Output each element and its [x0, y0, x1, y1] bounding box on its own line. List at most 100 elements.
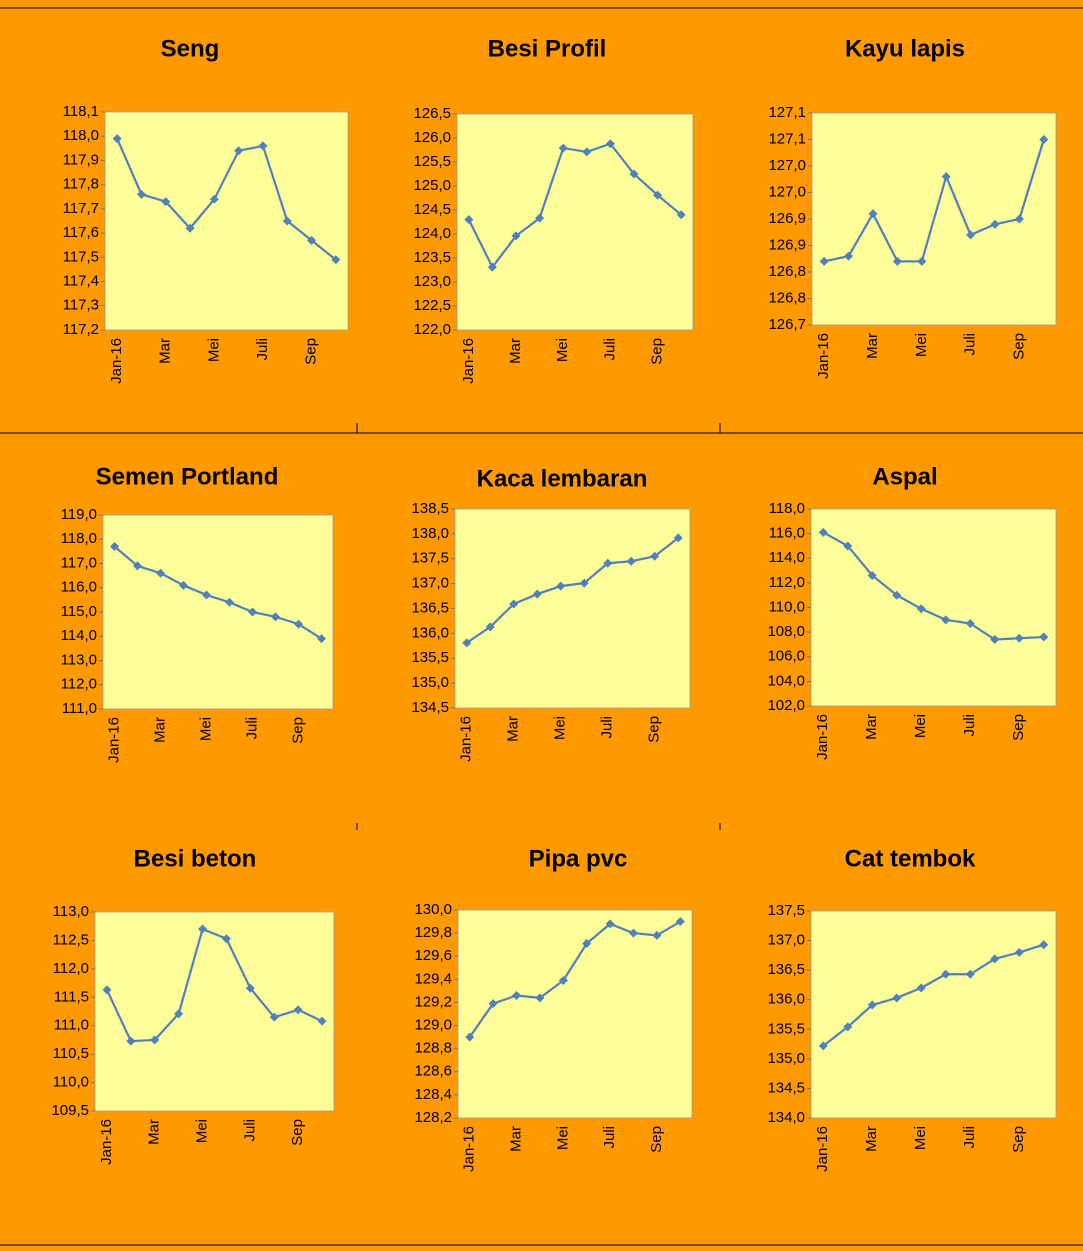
y-tick-label: 135,0: [411, 674, 449, 691]
x-tick-label: Sep: [1010, 333, 1027, 360]
x-tick-label: Jan-16: [814, 714, 831, 760]
data-line: [105, 927, 323, 1043]
y-tick-label: 112,5: [53, 931, 89, 948]
data-point: [248, 607, 257, 617]
x-tick-label: Juli: [601, 338, 618, 361]
y-tick-label: 136,0: [767, 991, 805, 1008]
y-tick-label: 119,0: [61, 506, 97, 523]
chart-title: Besi Profil: [488, 35, 607, 62]
y-tick-label: 137,0: [411, 575, 449, 592]
y-tick-label: 134,0: [767, 1109, 805, 1126]
x-tick-label: Mar: [863, 1126, 880, 1152]
data-line: [116, 138, 337, 261]
data-point: [317, 634, 326, 644]
data-point: [156, 568, 165, 578]
y-tick-label: 117,3: [63, 297, 99, 314]
data-point: [892, 590, 902, 600]
x-tick-label: Sep: [1010, 1126, 1027, 1153]
data-point: [844, 251, 854, 261]
data-point: [331, 255, 341, 265]
data-point: [462, 638, 472, 648]
y-tick-label: 127,0: [768, 157, 806, 174]
data-point: [941, 969, 951, 979]
data-point: [917, 256, 927, 266]
y-tick-label: 118,0: [61, 530, 97, 547]
data-point: [174, 1009, 184, 1019]
data-point: [675, 917, 685, 927]
data-point: [941, 615, 951, 625]
y-tick-label: 127,1: [768, 130, 806, 147]
data-point: [990, 219, 1000, 229]
y-tick-label: 128,6: [414, 1063, 452, 1080]
x-tick-label: Mei: [205, 338, 222, 362]
y-tick-label: 117,0: [61, 554, 97, 571]
data-point: [652, 930, 662, 940]
data-point: [966, 230, 976, 240]
y-tick-label: 113,0: [61, 651, 97, 668]
y-tick-label: 110,0: [53, 1074, 89, 1091]
data-point: [1039, 135, 1049, 144]
data-point: [579, 578, 589, 588]
data-point: [294, 619, 303, 629]
plot-area: [454, 508, 691, 709]
data-point: [819, 256, 829, 266]
y-tick-label: 136,5: [411, 599, 449, 616]
data-point: [179, 580, 188, 590]
data-point: [868, 209, 878, 219]
data-point: [209, 194, 219, 204]
data-point: [818, 1041, 828, 1051]
y-tick-label: 104,0: [767, 672, 805, 689]
data-point: [603, 558, 613, 568]
y-tick-label: 127,0: [768, 183, 806, 200]
x-tick-label: Jan-16: [460, 338, 477, 384]
data-point: [317, 1016, 327, 1026]
y-tick-label: 128,4: [414, 1086, 452, 1103]
data-point: [282, 216, 292, 226]
data-point: [535, 213, 545, 223]
y-tick-label: 130,0: [414, 901, 452, 918]
data-point: [198, 924, 208, 934]
y-tick-label: 122,0: [413, 321, 451, 338]
data-point: [234, 146, 244, 156]
data-point: [843, 1022, 853, 1032]
x-tick-label: Mar: [864, 333, 881, 359]
y-tick-label: 128,2: [414, 1109, 452, 1126]
data-point: [629, 928, 638, 938]
data-point: [245, 983, 255, 993]
x-tick-label: Mar: [507, 1126, 524, 1152]
y-tick-label: 126,0: [413, 129, 451, 146]
y-tick-label: 126,5: [413, 105, 451, 122]
y-tick-label: 137,5: [767, 902, 805, 919]
y-tick-label: 102,0: [767, 697, 805, 714]
x-tick-label: Sep: [646, 716, 663, 743]
data-point: [102, 985, 112, 995]
y-tick-label: 118,1: [63, 103, 99, 120]
y-tick-label: 126,8: [768, 289, 806, 306]
y-tick-label: 115,0: [61, 603, 97, 620]
data-point: [293, 1005, 303, 1015]
data-point: [225, 597, 234, 607]
y-tick-label: 123,0: [413, 273, 451, 290]
data-point: [1039, 940, 1049, 950]
data-point: [892, 256, 902, 266]
chart-title: Pipa pvc: [529, 845, 628, 872]
x-tick-label: Mei: [197, 717, 214, 741]
data-point: [1014, 633, 1024, 643]
y-tick-label: 114,0: [769, 549, 805, 566]
data-point: [150, 1035, 160, 1045]
data-line: [822, 943, 1045, 1047]
data-line: [822, 531, 1044, 641]
chart-title: Seng: [161, 35, 220, 62]
data-line: [113, 545, 323, 640]
y-tick-label: 106,0: [767, 648, 805, 665]
y-tick-label: 137,0: [767, 932, 805, 949]
y-tick-label: 129,6: [414, 947, 452, 964]
data-point: [558, 143, 568, 153]
y-tick-label: 112,0: [53, 960, 89, 977]
y-tick-label: 124,0: [413, 225, 451, 242]
y-tick-label: 129,4: [414, 970, 452, 987]
y-tick-label: 125,5: [413, 153, 451, 170]
data-point: [626, 556, 636, 566]
x-tick-label: Jan-16: [98, 1119, 115, 1165]
y-tick-label: 117,2: [63, 321, 99, 338]
